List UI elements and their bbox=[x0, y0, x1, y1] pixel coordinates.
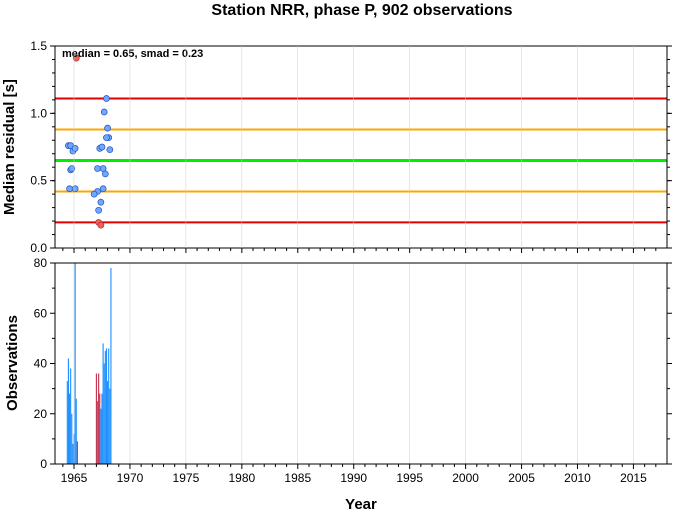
residual-point-7 bbox=[71, 185, 79, 193]
residual-point-17 bbox=[95, 206, 102, 214]
residual-point-5 bbox=[68, 165, 76, 172]
observation-bar-11 bbox=[96, 401, 99, 464]
observations-y-tick-label-3: 60 bbox=[34, 306, 48, 320]
observation-bar-18 bbox=[104, 350, 106, 464]
observation-bar-8 bbox=[75, 398, 77, 464]
observations-y-tick-label-0: 0 bbox=[40, 457, 47, 471]
observations-panel: 0 20 40 60 80 1965 1970 1975 1980 1985 1990 1995 20… bbox=[4, 46, 672, 511]
observation-bar-15 bbox=[101, 393, 103, 464]
residual-y-axis-label: Median residual [s] bbox=[1, 79, 18, 215]
residual-point-21 bbox=[100, 108, 108, 116]
observation-bar-23 bbox=[110, 268, 112, 464]
observation-bar-9 bbox=[76, 441, 78, 464]
observation-bar-17 bbox=[103, 363, 105, 464]
observation-bar-3 bbox=[70, 368, 72, 464]
residual-point-22 bbox=[103, 95, 110, 102]
observation-bar-22 bbox=[109, 388, 111, 464]
residual-point-9 bbox=[94, 165, 101, 172]
threshold-lines bbox=[55, 97, 667, 224]
observation-bar-5 bbox=[72, 443, 74, 464]
year-x-tick-label-7: 2000 bbox=[452, 471, 479, 485]
observations-y-ticks: 0 20 40 60 80 bbox=[34, 256, 672, 471]
residual-point-26 bbox=[106, 146, 114, 154]
residual-y-ticks: 0.0 0.5 1.0 1.5 bbox=[30, 39, 672, 255]
year-x-ticks: 1965 1970 1975 1980 1985 1990 1995 2000 2005 2010… bbox=[61, 46, 657, 485]
residual-point-6 bbox=[66, 185, 73, 193]
observation-bar-4 bbox=[71, 413, 73, 464]
residual-y-tick-label-2: 1.0 bbox=[30, 106, 47, 120]
observations-y-axis-label: Observations bbox=[4, 315, 21, 411]
year-x-tick-label-5: 1990 bbox=[340, 471, 367, 485]
year-x-tick-label-6: 1995 bbox=[396, 471, 423, 485]
residual-panel: 0.00.51.01.5 median = 0.65, smad = 0.23 … bbox=[1, 39, 672, 255]
residual-point-15 bbox=[99, 185, 107, 193]
year-x-tick-label-3: 1980 bbox=[228, 471, 255, 485]
observation-bar-16 bbox=[102, 343, 104, 464]
observation-bar-2 bbox=[68, 393, 71, 464]
residual-point-8 bbox=[72, 54, 80, 62]
year-x-tick-label-4: 1985 bbox=[284, 471, 311, 485]
observation-bar-10 bbox=[95, 373, 97, 464]
residual-point-20 bbox=[97, 221, 105, 229]
residual-y-tick-label-0: 0.0 bbox=[30, 241, 47, 255]
observation-bar-7 bbox=[74, 263, 76, 464]
residual-point-18 bbox=[90, 190, 98, 198]
year-x-tick-label-0: 1965 bbox=[61, 471, 88, 485]
residual-point-11 bbox=[98, 143, 106, 151]
residual-point-23 bbox=[104, 124, 111, 132]
observations-y-tick-label-2: 40 bbox=[34, 357, 48, 371]
residual-plot-frame bbox=[54, 45, 668, 249]
year-x-tick-label-10: 2015 bbox=[620, 471, 647, 485]
observation-bar-14 bbox=[100, 408, 102, 464]
residual-point-25 bbox=[103, 134, 110, 141]
residual-y-tick-label-1: 0.5 bbox=[30, 174, 47, 188]
residual-point-16 bbox=[97, 198, 105, 206]
observation-bar-20 bbox=[107, 381, 109, 464]
year-x-axis-label: Year bbox=[345, 496, 377, 511]
year-x-tick-label-2: 1975 bbox=[173, 471, 200, 485]
year-x-tick-label-9: 2010 bbox=[564, 471, 591, 485]
observation-bar-12 bbox=[98, 373, 100, 464]
residual-points bbox=[65, 54, 114, 229]
observation-bar-13 bbox=[99, 393, 101, 464]
year-x-tick-label-1: 1970 bbox=[117, 471, 144, 485]
observation-bar-19 bbox=[105, 348, 108, 464]
residual-y-tick-label-3: 1.5 bbox=[30, 39, 47, 53]
observations-y-tick-label-1: 20 bbox=[34, 407, 48, 421]
observation-bar-0 bbox=[66, 381, 68, 464]
residual-point-13 bbox=[101, 170, 109, 178]
residual-annotation: median = 0.65, smad = 0.23 bbox=[62, 48, 203, 60]
observation-bars bbox=[66, 263, 112, 464]
observations-y-tick-label-4: 80 bbox=[34, 256, 48, 270]
observations-plot-frame bbox=[54, 262, 668, 465]
residual-point-3 bbox=[71, 144, 79, 152]
chart-title: Station NRR, phase P, 902 observations bbox=[211, 2, 512, 19]
observation-bar-21 bbox=[108, 348, 110, 464]
year-x-tick-label-8: 2005 bbox=[508, 471, 535, 485]
observation-bar-1 bbox=[67, 358, 69, 464]
